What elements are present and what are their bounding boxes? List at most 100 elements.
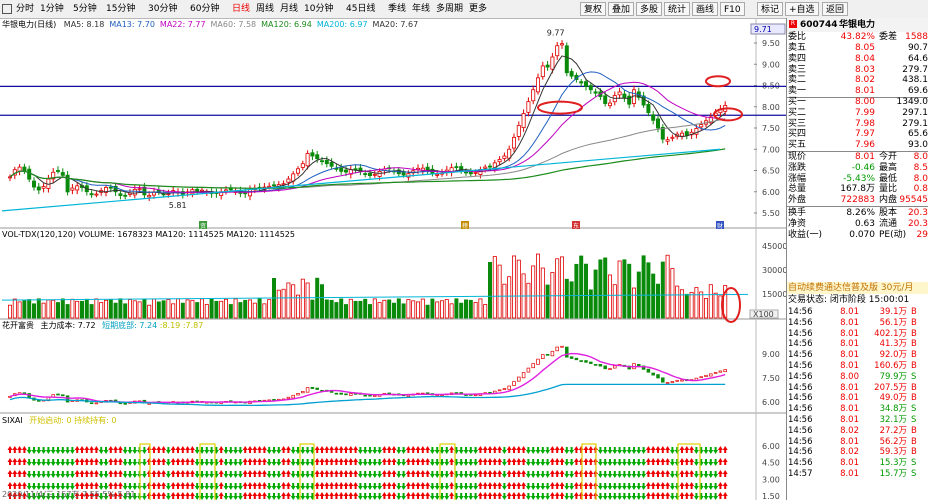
toolbar-button-5[interactable]: F10: [720, 2, 745, 16]
down-arrow-icon: [694, 459, 699, 466]
toolbar-button-3[interactable]: 统计: [664, 2, 690, 16]
trade-time: 14:56: [788, 458, 813, 469]
down-arrow-icon: [598, 483, 603, 490]
toolbar-button-1[interactable]: 叠加: [608, 2, 634, 16]
volume-bar: [186, 300, 189, 318]
volume-bar: [28, 300, 31, 318]
down-arrow-icon: [401, 447, 406, 454]
volume-bar: [330, 300, 333, 318]
down-arrow-icon: [363, 483, 368, 490]
tab-12[interactable]: 年线: [412, 0, 430, 18]
up-arrow-icon: [108, 446, 113, 453]
volume-bar: [258, 299, 261, 318]
toolbar-button-6[interactable]: 标记: [757, 2, 783, 16]
volume-bar: [383, 300, 386, 318]
stat-rl2: 最高: [879, 163, 897, 174]
down-arrow-icon: [396, 459, 401, 466]
up-arrow-icon: [339, 446, 344, 453]
up-arrow-icon: [262, 458, 267, 465]
up-arrow-icon: [80, 446, 85, 453]
up-arrow-icon: [579, 470, 584, 477]
tab-0[interactable]: 分时: [16, 0, 34, 18]
tab-2[interactable]: 5分钟: [73, 0, 97, 18]
tab-6[interactable]: 日线: [232, 0, 250, 18]
volume-bar: [359, 301, 362, 318]
tab-5[interactable]: 60分钟: [190, 0, 219, 18]
down-arrow-icon: [627, 459, 632, 466]
candle-body: [296, 169, 299, 173]
ind1-candle: [369, 395, 372, 396]
tab-11[interactable]: 季线: [388, 0, 406, 18]
toolbar-button-4[interactable]: 画线: [692, 2, 718, 16]
volume-bar: [426, 305, 429, 318]
tab-9[interactable]: 10分钟: [304, 0, 333, 18]
up-arrow-icon: [286, 446, 291, 453]
ind1-candle: [647, 369, 650, 372]
down-arrow-icon: [564, 493, 569, 500]
up-arrow-icon: [492, 470, 497, 477]
down-arrow-icon: [70, 471, 75, 478]
toolbar-button-8[interactable]: 返回: [822, 2, 848, 16]
down-arrow-icon: [396, 447, 401, 454]
up-arrow-icon: [425, 458, 430, 465]
tab-1[interactable]: 1分钟: [40, 0, 64, 18]
up-arrow-icon: [574, 482, 579, 489]
up-arrow-icon: [665, 482, 670, 489]
volume-bar: [517, 260, 520, 318]
down-arrow-icon: [641, 471, 646, 478]
toolbar-button-0[interactable]: 复权: [580, 2, 606, 16]
tab-10[interactable]: 45日线: [346, 0, 375, 18]
tab-13[interactable]: 多周期: [436, 0, 463, 18]
down-arrow-icon: [377, 459, 382, 466]
down-arrow-icon: [276, 493, 281, 500]
down-arrow-icon: [300, 483, 305, 490]
up-arrow-icon: [89, 470, 94, 477]
ad-banner[interactable]: 自动续费通达信普及版 30元/月: [787, 282, 928, 294]
tab-3[interactable]: 15分钟: [106, 0, 135, 18]
up-arrow-icon: [156, 492, 161, 499]
volume-bar: [23, 301, 26, 318]
down-arrow-icon: [603, 459, 608, 466]
toolbar-button-7[interactable]: +自选: [785, 2, 819, 16]
toolbar-button-2[interactable]: 多股: [636, 2, 662, 16]
candle-body: [474, 172, 477, 173]
stat-rl2: 股本: [879, 208, 897, 219]
down-arrow-icon: [430, 459, 435, 466]
candle-body: [301, 164, 304, 168]
up-arrow-icon: [521, 470, 526, 477]
up-arrow-icon: [382, 458, 387, 465]
tab-8[interactable]: 月线: [280, 0, 298, 18]
trade-time: 14:56: [788, 361, 813, 372]
candle-body: [565, 46, 568, 73]
up-arrow-icon: [449, 458, 454, 465]
volume-bar: [80, 301, 83, 318]
down-arrow-icon: [209, 459, 214, 466]
up-arrow-icon: [315, 482, 320, 489]
down-arrow-icon: [531, 471, 536, 478]
down-arrow-icon: [132, 459, 137, 466]
tab-14[interactable]: 更多: [469, 0, 487, 18]
tab-7[interactable]: 周线: [256, 0, 274, 18]
menu-icon[interactable]: [2, 4, 12, 14]
down-arrow-icon: [166, 459, 171, 466]
kline-chart[interactable]: 9.509.008.508.007.507.006.506.005.509.71…: [0, 18, 786, 500]
down-arrow-icon: [641, 447, 646, 454]
candle-body: [623, 94, 626, 98]
up-arrow-icon: [392, 470, 397, 477]
up-arrow-icon: [387, 458, 392, 465]
stat-rl2: 今开: [879, 152, 897, 163]
tab-4[interactable]: 30分钟: [148, 0, 177, 18]
down-arrow-icon: [272, 493, 277, 500]
volume-bar: [56, 303, 59, 318]
down-arrow-icon: [272, 447, 277, 454]
